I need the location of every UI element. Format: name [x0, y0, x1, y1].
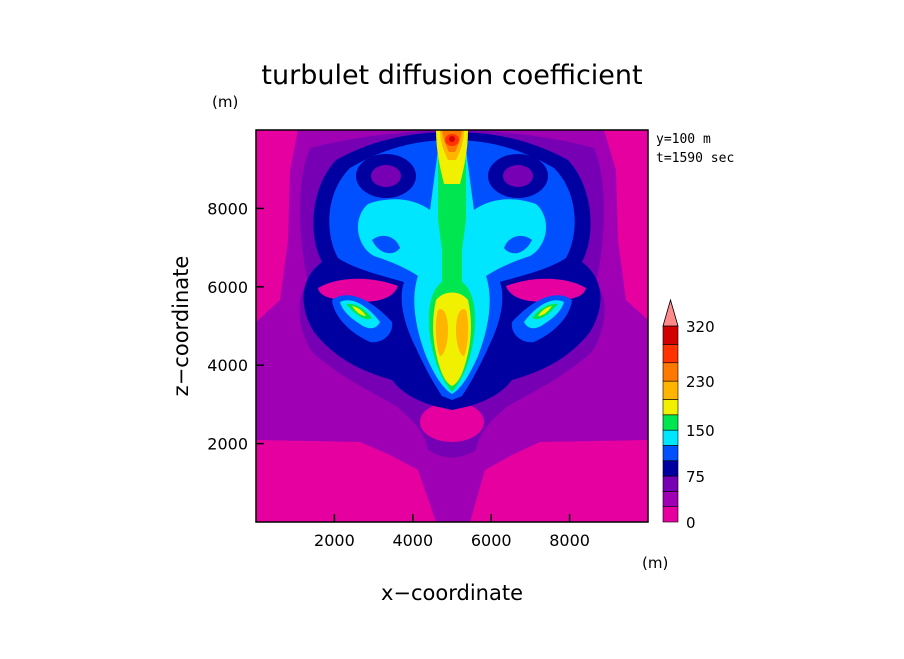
contour-eye-right [503, 165, 533, 187]
x-axis-label: x−coordinate [381, 581, 523, 605]
x-tick-label: 4000 [392, 531, 433, 550]
x-axis-ticks: 2000 4000 6000 8000 [314, 514, 590, 550]
contour-field [256, 130, 648, 522]
contour-ribbon-left [318, 278, 398, 302]
contour-ribbon-right [506, 278, 586, 302]
contour-level-11 [449, 136, 455, 142]
contour-orange-right [456, 309, 469, 356]
y-tick-label: 8000 [207, 199, 248, 218]
contour-notch-right [504, 235, 532, 254]
contour-orange-left [435, 309, 448, 356]
colorbar-tick-label: 320 [686, 318, 715, 336]
colorbar [662, 298, 679, 523]
x-tick-label: 2000 [314, 531, 355, 550]
contour-arm-yellow-left [352, 306, 366, 316]
contour-notch-left [372, 235, 400, 254]
colorbar-segment [662, 491, 679, 507]
x-unit-label: (m) [642, 554, 668, 572]
colorbar-tick-label: 230 [686, 373, 715, 391]
annotation-y-position: y=100 m [656, 132, 711, 147]
x-tick-label: 6000 [471, 531, 512, 550]
contour-pocket-center [420, 402, 484, 442]
contour-arm-yellow-right [538, 306, 552, 316]
colorbar-segment [662, 475, 679, 492]
colorbar-tick-label: 150 [686, 422, 715, 440]
y-tick-label: 2000 [207, 435, 248, 454]
colorbar-segment [662, 460, 679, 477]
contour-eye-left [371, 165, 401, 187]
y-axis-label: z−coordinate [169, 256, 193, 397]
colorbar-segment [662, 362, 679, 382]
colorbar-segment [662, 380, 679, 400]
colorbar-segment [662, 325, 679, 345]
colorbar-segment [662, 414, 679, 431]
annotation-time: t=1590 sec [656, 151, 734, 166]
y-tick-label: 4000 [207, 356, 248, 375]
x-tick-label: 8000 [549, 531, 590, 550]
colorbar-segment [662, 429, 679, 446]
chart-title: turbulet diffusion coefficient [261, 60, 642, 91]
colorbar-segment [662, 506, 679, 523]
y-tick-label: 6000 [207, 278, 248, 297]
colorbar-segment [662, 344, 679, 364]
colorbar-segment [662, 399, 679, 416]
y-axis-ticks: 2000 4000 6000 8000 [207, 199, 264, 454]
colorbar-tick-labels: 0 75 150 230 320 [686, 318, 715, 532]
colorbar-tick-label: 0 [686, 514, 696, 532]
y-unit-label: (m) [212, 93, 238, 111]
colorbar-tick-label: 75 [686, 468, 705, 486]
colorbar-extend-arrow [662, 298, 679, 327]
colorbar-segment [662, 445, 679, 462]
plot-frame [255, 129, 649, 523]
